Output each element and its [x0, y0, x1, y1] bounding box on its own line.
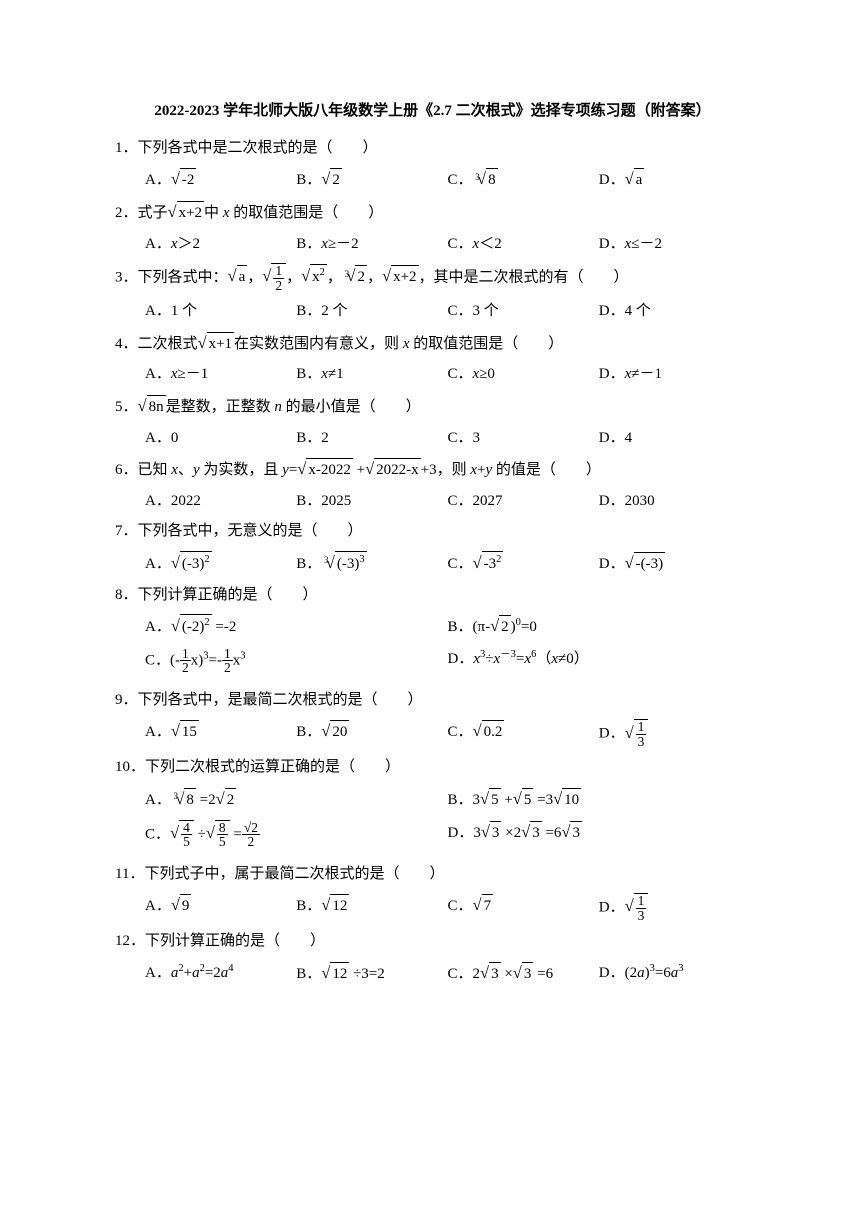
q2-opt-c: C．x＜2 — [448, 233, 599, 256]
q5-text: 5．8n是整数，正整数 n 的最小值是（ ） — [115, 394, 750, 419]
q12-opt-a: A．a2+a2=2a4 — [145, 961, 296, 986]
q9-options: A．15 B．20 C．0.2 D．13 — [115, 719, 750, 748]
q5-opt-c: C．3 — [448, 427, 599, 450]
q5-opt-a: A．0 — [145, 427, 296, 450]
q4-opt-b: B．x≠1 — [296, 363, 447, 386]
q11-opt-a: A．9 — [145, 893, 296, 922]
q11-opt-c: C．7 — [448, 893, 599, 922]
q3-opt-a: A．1 个 — [145, 300, 296, 323]
q5-opt-b: B．2 — [296, 427, 447, 450]
question-8: 8．下列计算正确的是（ ） A．(-2)2 =-2 B．(π-2)0=0 C．(… — [115, 584, 750, 683]
q10-options: A．38 =22 B．35 +5 =310 C．45 ÷85 =√22 D．33… — [115, 787, 750, 857]
q6-options: A．2022 B．2025 C．2027 D．2030 — [115, 490, 750, 513]
question-10: 10．下列二次根式的运算正确的是（ ） A．38 =22 B．35 +5 =31… — [115, 756, 750, 856]
q3-opt-b: B．2 个 — [296, 300, 447, 323]
question-2: 2．式子x+2中 x 的取值范围是（ ） A．x＞2 B．x≥－2 C．x＜2 … — [115, 200, 750, 255]
q7-opt-b: B．3(-3)3 — [296, 551, 447, 576]
q8-opt-b: B．(π-2)0=0 — [448, 614, 751, 639]
q8-opt-a: A．(-2)2 =-2 — [145, 614, 448, 639]
q1-opt-d: D．a — [599, 167, 750, 192]
q4-opt-d: D．x≠－1 — [599, 363, 750, 386]
q6-opt-d: D．2030 — [599, 490, 750, 513]
q2-opt-a: A．x＞2 — [145, 233, 296, 256]
q7-opt-d: D．-(-3) — [599, 551, 750, 576]
q10-opt-c: C．45 ÷85 =√22 — [145, 820, 448, 849]
question-3: 3．下列各式中：a，12，x2，32，x+2，其中是二次根式的有（ ） A．1 … — [115, 263, 750, 323]
q3-text: 3．下列各式中：a，12，x2，32，x+2，其中是二次根式的有（ ） — [115, 263, 750, 292]
q6-opt-b: B．2025 — [296, 490, 447, 513]
q4-options: A．x≥－1 B．x≠1 C．x≥0 D．x≠－1 — [115, 363, 750, 386]
question-4: 4．二次根式x+1在实数范围内有意义，则 x 的取值范围是（ ） A．x≥－1 … — [115, 331, 750, 386]
q3-opt-c: C．3 个 — [448, 300, 599, 323]
q11-options: A．9 B．12 C．7 D．13 — [115, 893, 750, 922]
q9-opt-c: C．0.2 — [448, 719, 599, 748]
q10-text: 10．下列二次根式的运算正确的是（ ） — [115, 756, 750, 779]
q6-opt-c: C．2027 — [448, 490, 599, 513]
q2-opt-b: B．x≥－2 — [296, 233, 447, 256]
question-7: 7．下列各式中，无意义的是（ ） A．(-3)2 B．3(-3)3 C．-32 … — [115, 520, 750, 575]
q7-opt-a: A．(-3)2 — [145, 551, 296, 576]
q3-opt-d: D．4 个 — [599, 300, 750, 323]
q8-opt-c: C．(-12x)3=-12x3 — [145, 647, 448, 675]
q10-opt-b: B．35 +5 =310 — [448, 787, 751, 812]
q11-opt-d: D．13 — [599, 893, 750, 922]
q7-options: A．(-3)2 B．3(-3)3 C．-32 D．-(-3) — [115, 551, 750, 576]
q3-options: A．1 个 B．2 个 C．3 个 D．4 个 — [115, 300, 750, 323]
page-title: 2022-2023 学年北师大版八年级数学上册《2.7 二次根式》选择专项练习题… — [115, 100, 750, 123]
q10-opt-d: D．33 ×23 =63 — [448, 820, 751, 849]
q9-opt-d: D．13 — [599, 719, 750, 748]
q2-opt-d: D．x≤－2 — [599, 233, 750, 256]
q11-opt-b: B．12 — [296, 893, 447, 922]
q12-opt-b: B．12 ÷3=2 — [296, 961, 447, 986]
q4-opt-a: A．x≥－1 — [145, 363, 296, 386]
q1-opt-c: C．38 — [448, 167, 599, 192]
q10-opt-a: A．38 =22 — [145, 787, 448, 812]
q5-opt-d: D．4 — [599, 427, 750, 450]
question-9: 9．下列各式中，是最简二次根式的是（ ） A．15 B．20 C．0.2 D．1… — [115, 689, 750, 749]
q11-text: 11．下列式子中，属于最简二次根式的是（ ） — [115, 863, 750, 886]
question-1: 1．下列各式中是二次根式的是（ ） A．-2 B．2 C．38 D．a — [115, 137, 750, 192]
question-11: 11．下列式子中，属于最简二次根式的是（ ） A．9 B．12 C．7 D．13 — [115, 863, 750, 923]
q8-text: 8．下列计算正确的是（ ） — [115, 584, 750, 607]
q12-opt-c: C．23 ×3 =6 — [448, 961, 599, 986]
q4-opt-c: C．x≥0 — [448, 363, 599, 386]
question-5: 5．8n是整数，正整数 n 的最小值是（ ） A．0 B．2 C．3 D．4 — [115, 394, 750, 449]
q6-opt-a: A．2022 — [145, 490, 296, 513]
q7-opt-c: C．-32 — [448, 551, 599, 576]
q4-text: 4．二次根式x+1在实数范围内有意义，则 x 的取值范围是（ ） — [115, 331, 750, 356]
q9-text: 9．下列各式中，是最简二次根式的是（ ） — [115, 689, 750, 712]
question-6: 6．已知 x、y 为实数，且 y=x-2022 +2022-x+3，则 x+y … — [115, 457, 750, 512]
q6-text: 6．已知 x、y 为实数，且 y=x-2022 +2022-x+3，则 x+y … — [115, 457, 750, 482]
q1-text: 1．下列各式中是二次根式的是（ ） — [115, 137, 750, 160]
q12-opt-d: D．(2a)3=6a3 — [599, 961, 750, 986]
q8-options: A．(-2)2 =-2 B．(π-2)0=0 C．(-12x)3=-12x3 D… — [115, 614, 750, 683]
q12-options: A．a2+a2=2a4 B．12 ÷3=2 C．23 ×3 =6 D．(2a)3… — [115, 961, 750, 986]
q7-text: 7．下列各式中，无意义的是（ ） — [115, 520, 750, 543]
q9-opt-a: A．15 — [145, 719, 296, 748]
q1-opt-b: B．2 — [296, 167, 447, 192]
q2-text: 2．式子x+2中 x 的取值范围是（ ） — [115, 200, 750, 225]
q1-options: A．-2 B．2 C．38 D．a — [115, 167, 750, 192]
q12-text: 12．下列计算正确的是（ ） — [115, 930, 750, 953]
q5-options: A．0 B．2 C．3 D．4 — [115, 427, 750, 450]
q8-opt-d: D．x3÷x－3=x6（x≠0） — [448, 647, 751, 675]
question-12: 12．下列计算正确的是（ ） A．a2+a2=2a4 B．12 ÷3=2 C．2… — [115, 930, 750, 985]
q1-opt-a: A．-2 — [145, 167, 296, 192]
q9-opt-b: B．20 — [296, 719, 447, 748]
q2-options: A．x＞2 B．x≥－2 C．x＜2 D．x≤－2 — [115, 233, 750, 256]
